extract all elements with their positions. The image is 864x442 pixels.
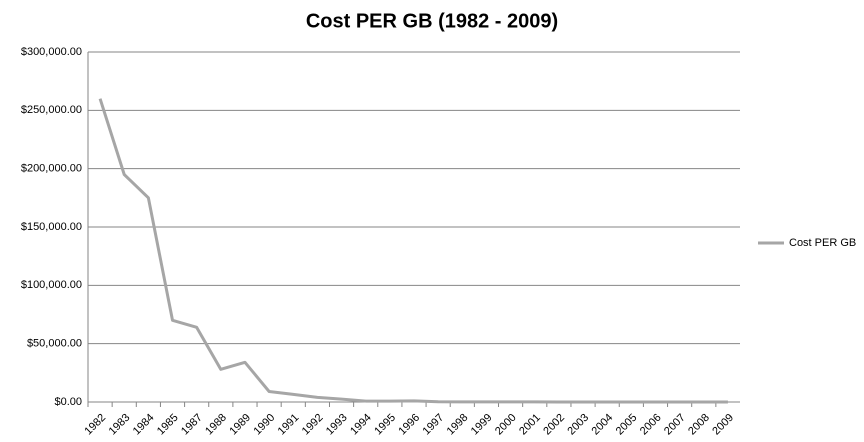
x-tick-label: 2003 (565, 412, 591, 438)
x-tick-label: 2005 (614, 412, 640, 438)
x-tick-label: 2001 (517, 412, 543, 438)
x-tick-label: 1992 (300, 412, 326, 438)
x-tick-label: 2002 (541, 412, 567, 438)
x-tick-label: 1984 (131, 412, 157, 438)
x-tick-label: 2009 (710, 412, 736, 438)
y-tick-label: $300,000.00 (21, 46, 82, 58)
legend-label: Cost PER GB (789, 237, 856, 249)
y-tick-label: $200,000.00 (21, 163, 82, 175)
x-tick-label: 2008 (686, 412, 712, 438)
x-tick-label: 1987 (179, 412, 205, 438)
x-tick-label: 2000 (493, 412, 519, 438)
x-tick-label: 2007 (662, 412, 688, 438)
x-tick-label: 1983 (107, 412, 133, 438)
chart-title: Cost PER GB (1982 - 2009) (306, 10, 558, 32)
x-tick-label: 2006 (638, 412, 664, 438)
x-tick-label: 1990 (251, 412, 277, 438)
y-tick-label: $50,000.00 (27, 338, 82, 350)
x-tick-label: 1996 (396, 412, 422, 438)
x-tick-label: 1995 (372, 412, 398, 438)
x-tick-label: 1991 (276, 412, 302, 438)
y-tick-label: $150,000.00 (21, 221, 82, 233)
x-tick-label: 1997 (421, 412, 447, 438)
x-tick-label: 1998 (445, 412, 471, 438)
x-tick-label: 1985 (155, 412, 181, 438)
y-tick-label: $0.00 (54, 396, 82, 408)
y-tick-label: $250,000.00 (21, 104, 82, 116)
x-tick-label: 1999 (469, 412, 495, 438)
x-tick-label: 1988 (203, 412, 229, 438)
x-tick-label: 1994 (348, 412, 374, 438)
x-tick-label: 1982 (82, 412, 108, 438)
x-tick-label: 1989 (227, 412, 253, 438)
line (98, 98, 728, 404)
x-tick-label: 2004 (590, 412, 616, 438)
x-tick-label: 1993 (324, 412, 350, 438)
y-tick-label: $100,000.00 (21, 279, 82, 291)
